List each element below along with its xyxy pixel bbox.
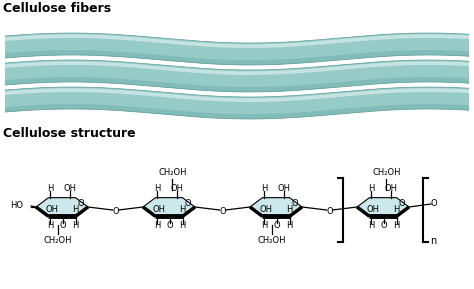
Text: CH₂OH: CH₂OH (44, 236, 73, 245)
Polygon shape (5, 34, 469, 48)
Text: OH: OH (153, 205, 165, 214)
Polygon shape (5, 87, 469, 119)
Polygon shape (5, 88, 469, 102)
Text: O: O (219, 207, 226, 216)
Text: H: H (286, 205, 292, 214)
Text: H: H (368, 221, 374, 230)
Text: H: H (154, 221, 161, 230)
Text: H: H (154, 184, 161, 193)
Text: O: O (167, 221, 173, 230)
Polygon shape (5, 33, 469, 65)
Polygon shape (5, 104, 469, 119)
Polygon shape (5, 61, 469, 75)
Text: H: H (261, 184, 267, 193)
Text: O: O (60, 221, 67, 230)
Polygon shape (357, 198, 409, 216)
Text: CH₂OH: CH₂OH (258, 236, 286, 245)
Text: O: O (77, 199, 84, 208)
Text: Cellulose fibers: Cellulose fibers (3, 2, 111, 15)
Text: O: O (326, 207, 333, 216)
Text: OH: OH (384, 184, 397, 193)
Text: O: O (112, 207, 119, 216)
Text: HO: HO (10, 201, 23, 210)
Text: Cellulose structure: Cellulose structure (3, 127, 136, 140)
Polygon shape (250, 198, 302, 216)
Text: H: H (286, 221, 293, 230)
Text: OH: OH (260, 205, 273, 214)
Polygon shape (143, 198, 195, 216)
Polygon shape (5, 60, 469, 92)
Text: O: O (184, 199, 191, 208)
Text: H: H (368, 184, 374, 193)
Text: H: H (393, 205, 399, 214)
Text: CH₂OH: CH₂OH (373, 168, 401, 177)
Polygon shape (5, 77, 469, 92)
Text: O: O (431, 199, 438, 208)
Text: H: H (179, 221, 186, 230)
Polygon shape (5, 50, 469, 65)
Text: H: H (393, 221, 400, 230)
Text: n: n (430, 236, 436, 246)
Text: OH: OH (46, 205, 59, 214)
Text: H: H (179, 205, 185, 214)
Text: OH: OH (366, 205, 380, 214)
Text: O: O (292, 199, 298, 208)
Text: H: H (47, 221, 54, 230)
Text: H: H (72, 205, 78, 214)
Polygon shape (36, 198, 88, 216)
Text: OH: OH (64, 184, 76, 193)
Text: O: O (399, 199, 405, 208)
Text: H: H (47, 184, 54, 193)
Text: OH: OH (277, 184, 290, 193)
Text: H: H (73, 221, 79, 230)
Text: CH₂OH: CH₂OH (159, 168, 187, 177)
Text: O: O (381, 221, 388, 230)
Text: H: H (261, 221, 267, 230)
Text: O: O (274, 221, 281, 230)
Text: OH: OH (170, 184, 183, 193)
